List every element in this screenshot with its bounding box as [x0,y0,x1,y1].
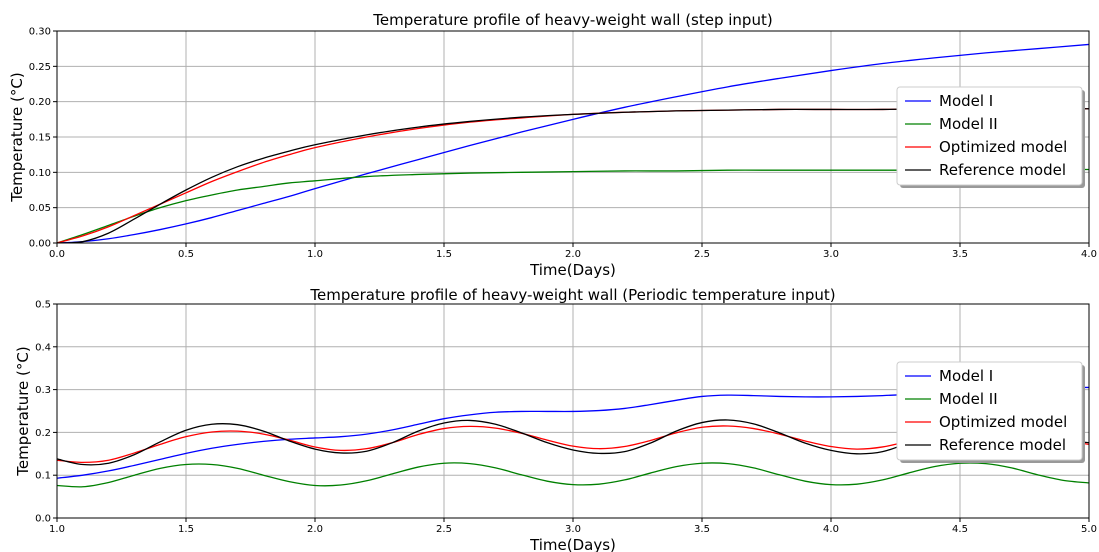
y-tick-label: 0.0 [35,514,51,525]
legend-label: Model I [939,367,993,385]
y-tick-label: 0.5 [35,300,51,311]
chart-periodic-input: 1.0 1.5 2.0 2.5 3.0 3.5 4.0 4.5 5.0 0.0 0.1 0.2 0.3 0… [14,286,1097,552]
plot-frame [56,303,1090,519]
y-tick-label: 0.10 [29,168,51,179]
legend: Model I Model II Optimized model Reference … [896,361,1085,463]
x-tick-label: 0.5 [178,249,194,260]
x-tick-label: 2.5 [694,249,710,260]
legend-label: Reference model [939,161,1066,179]
x-tick-label: 1.0 [307,249,323,260]
legend-label: Model II [939,115,998,133]
chart-step-input: 0.0 0.5 1.0 1.5 2.0 2.5 3.0 3.5 4.0 0.00 0.05 0.10 0… [8,11,1097,279]
x-tick-label: 1.5 [178,524,194,535]
x-tick-label: 2.0 [565,249,581,260]
x-tick-label: 1.5 [436,249,452,260]
y-axis-label: Temperature (°C) [14,346,32,476]
x-tick-label: 4.0 [1081,249,1097,260]
x-tick-label: 3.0 [823,249,839,260]
legend: Model I Model II Optimized model Reference … [896,86,1085,188]
x-tick-label: 5.0 [1081,524,1097,535]
series-group [57,43,1089,243]
y-tick-label: 0.15 [29,133,51,144]
series-line-model-i [57,43,1089,243]
x-tick-label: 0.0 [49,249,65,260]
y-tick-label: 0.4 [35,342,51,353]
legend-label: Model II [939,390,998,408]
x-tick-label: 3.0 [565,524,581,535]
legend-label: Model I [939,92,993,110]
chart-title: Temperature profile of heavy-weight wall… [372,11,772,29]
x-axis-label: Time(Days) [529,536,616,552]
y-tick-label: 0.05 [29,203,51,214]
x-axis-label: Time(Days) [529,261,616,279]
x-tick-label: 3.5 [952,249,968,260]
x-tick-label: 1.0 [49,524,65,535]
series-line-model-ii [57,462,1089,488]
legend-label: Optimized model [939,413,1067,431]
x-tick-label: 2.5 [436,524,452,535]
y-tick-label: 0.1 [35,471,51,482]
y-tick-label: 0.00 [29,239,51,250]
y-axis-label: Temperature (°C) [8,72,26,202]
legend-label: Reference model [939,436,1066,454]
x-tick-label: 4.0 [823,524,839,535]
series-line-reference-model [57,108,1089,243]
x-tick-label: 3.5 [694,524,710,535]
legend-box [896,86,1083,186]
chart-title: Temperature profile of heavy-weight wall… [309,286,835,304]
x-tick-label: 2.0 [307,524,323,535]
y-tick-label: 0.30 [29,27,51,38]
y-tick-label: 0.20 [29,97,51,108]
x-tick-label: 4.5 [952,524,968,535]
series-line-model-ii [57,168,1089,243]
plot-frame [56,30,1090,244]
y-tick-label: 0.2 [35,428,51,439]
legend-box [896,361,1083,461]
y-tick-label: 0.3 [35,385,51,396]
legend-label: Optimized model [939,138,1067,156]
y-tick-label: 0.25 [29,62,51,73]
